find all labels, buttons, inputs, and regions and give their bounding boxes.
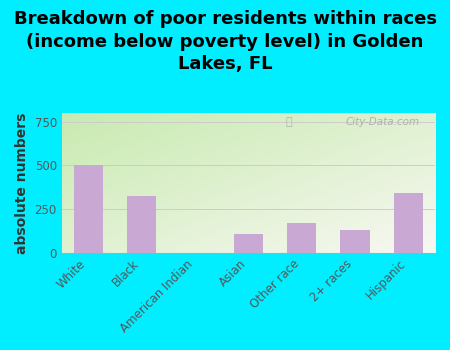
Bar	[394, 193, 423, 253]
Bar	[234, 234, 263, 253]
Bar	[287, 223, 316, 253]
Bar	[340, 230, 369, 253]
Y-axis label: absolute numbers: absolute numbers	[15, 112, 29, 253]
Text: Breakdown of poor residents within races
(income below poverty level) in Golden
: Breakdown of poor residents within races…	[14, 10, 436, 73]
Bar	[74, 164, 103, 253]
Text: ⓘ: ⓘ	[286, 117, 292, 127]
Bar	[127, 196, 156, 253]
Text: City-Data.com: City-Data.com	[346, 117, 420, 127]
